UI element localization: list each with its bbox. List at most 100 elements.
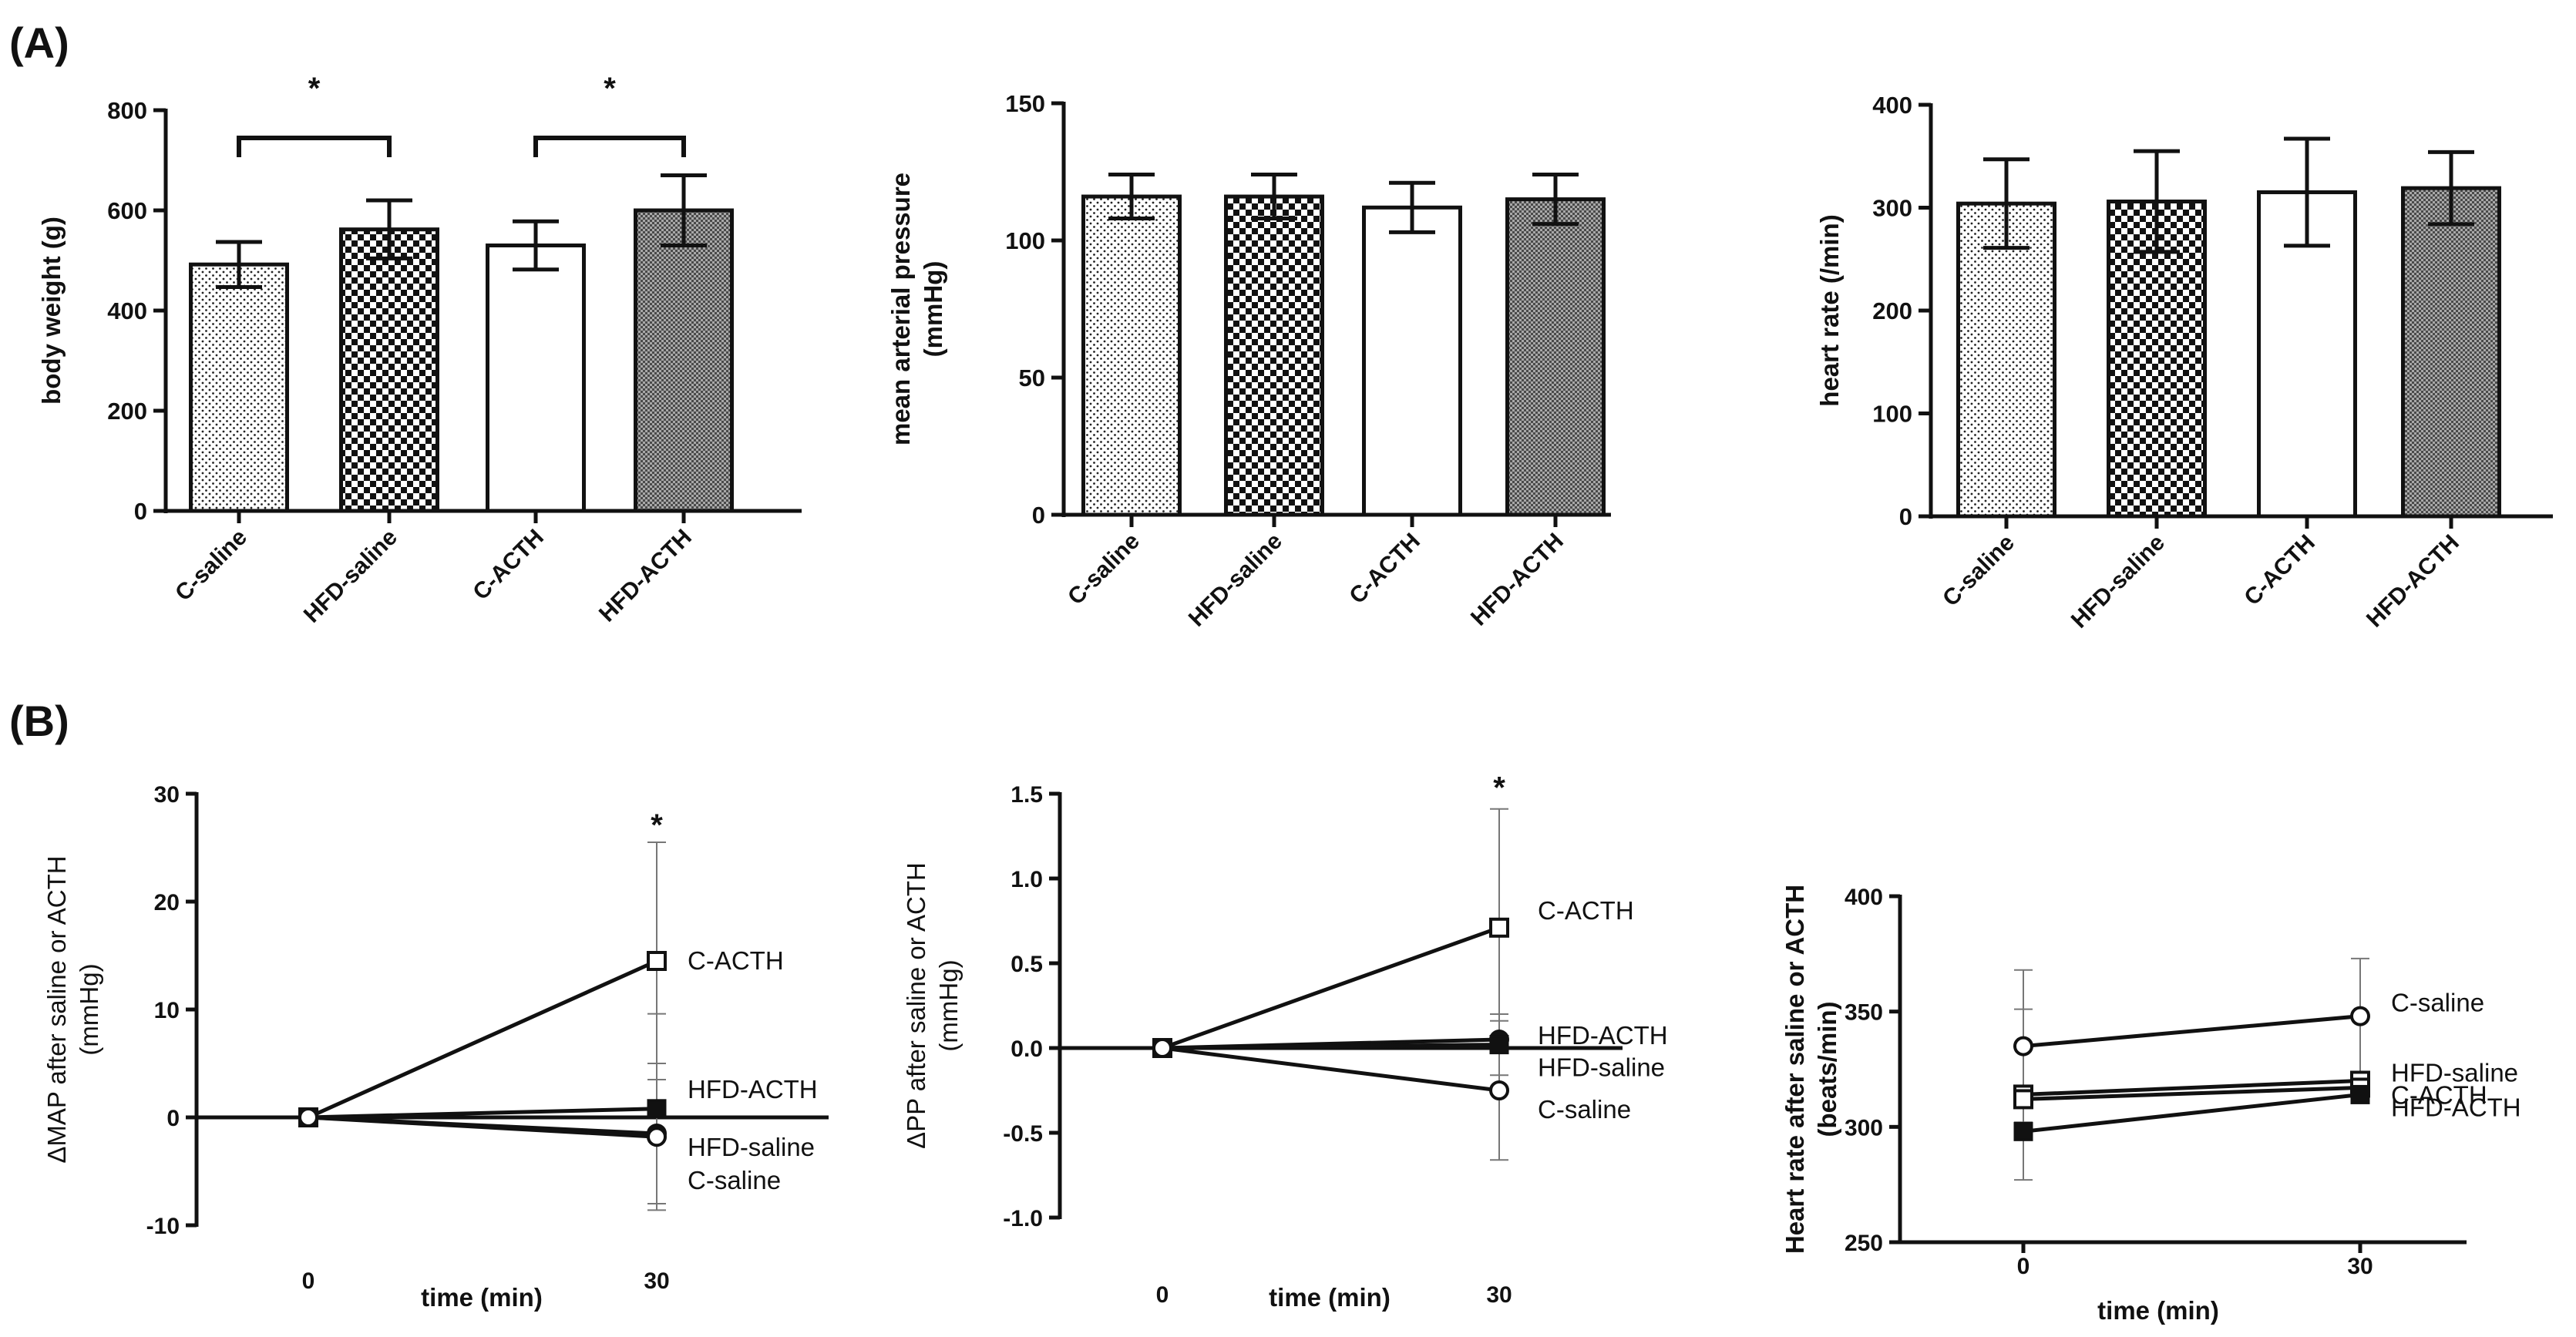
bar-c-acth: [1362, 205, 1462, 517]
category-label-c-acth: C-ACTH: [468, 525, 549, 606]
series-line-c-acth: [1162, 925, 1500, 1050]
y-tick-label: 1.5: [1011, 782, 1043, 808]
category-label-c-acth: C-ACTH: [2239, 530, 2320, 611]
series-label-hfd-acth: HFD-ACTH: [1538, 1021, 1668, 1050]
bar-hfd-acth: [634, 208, 734, 513]
series-line-hfd-acth: [308, 1107, 657, 1120]
y-tick-label: 400: [1845, 885, 1883, 910]
y-tick-label: 50: [1019, 364, 1045, 391]
bar-hfd-saline: [339, 227, 439, 513]
series-label-c-acth: C-ACTH: [1538, 896, 1634, 925]
series-label-hfd-saline: HFD-saline: [1538, 1053, 1665, 1082]
y-axis-label: (mmHg): [934, 959, 963, 1051]
body-weight-chart: 0 200 400 600 800 body weight (g) C-saline HFD-…: [37, 72, 802, 628]
marker-c-saline: [647, 1127, 667, 1147]
y-axis-label: ΔMAP after saline or ACTH: [42, 855, 71, 1163]
category-label-hfd-saline: HFD-saline: [1184, 529, 1287, 632]
marker-c-saline: [2350, 1006, 2370, 1026]
y-tick-label: 600: [107, 197, 147, 224]
y-axis-label: (beats/min): [1813, 1001, 1841, 1137]
y-axis-label: Heart rate after saline or ACTH: [1781, 885, 1809, 1254]
heart-rate-time-chart: 250 300 350 400 0 30 time (min) Heart rate afte…: [1781, 885, 2521, 1325]
y-tick-label: 200: [1872, 297, 1912, 324]
x-tick-label: 30: [2347, 1254, 2373, 1279]
y-tick-label: 100: [1872, 401, 1912, 428]
y-tick-label: 0: [1032, 502, 1045, 529]
y-tick-label: 30: [154, 782, 180, 808]
y-tick-label: 0.0: [1011, 1036, 1043, 1062]
marker-c-saline: [2013, 1036, 2033, 1056]
series-line-c-acth: [307, 959, 658, 1120]
significance-star: *: [1493, 771, 1505, 805]
marker-c-saline: [1152, 1038, 1172, 1058]
y-tick-label: 800: [107, 97, 147, 124]
y-tick-label: 1.0: [1011, 867, 1043, 892]
delta-pp-chart: -1.0 -0.5 0.0 0.5 1.0 1.5 0 30 time (min) ΔPP aft…: [902, 771, 1668, 1312]
marker-hfd-acth: [647, 1099, 667, 1119]
series-line-c-saline: [308, 1115, 657, 1139]
delta-map-chart: -10 0 10 20 30 0 30 time (min) ΔMAP after saline…: [42, 782, 829, 1312]
panel-a-label: (A): [9, 18, 69, 67]
series-label-hfd-acth: HFD-ACTH: [2391, 1093, 2521, 1121]
series-line-c-acth: [2023, 1085, 2361, 1101]
marker-hfd-acth: [2013, 1121, 2033, 1141]
panel-b-label: (B): [9, 697, 69, 745]
series-label-hfd-acth: HFD-ACTH: [688, 1075, 818, 1104]
mean-arterial-pressure-chart: 0 50 100 150 mean arterial pressure (mmHg) C-s…: [886, 90, 1611, 632]
y-axis-label: (mmHg): [919, 261, 947, 358]
y-axis-label: (mmHg): [75, 963, 103, 1055]
category-label-hfd-acth: HFD-ACTH: [1466, 529, 1569, 631]
series-line-c-saline: [1162, 1046, 1500, 1093]
bar-c-saline: [1081, 194, 1182, 517]
series-line-hfd-saline: [2023, 1078, 2361, 1097]
significance-bracket: [237, 136, 392, 157]
y-tick-label: -0.5: [1003, 1121, 1043, 1147]
series-label-hfd-saline: HFD-saline: [2391, 1058, 2518, 1087]
x-tick-label: 30: [1486, 1282, 1512, 1308]
y-tick-label: 400: [1872, 92, 1912, 119]
category-label-c-saline: C-saline: [170, 525, 252, 606]
x-tick-label: 0: [1156, 1282, 1169, 1308]
significance-bracket: [533, 136, 686, 157]
y-tick-label: 0: [134, 498, 147, 525]
series-label-c-acth: C-ACTH: [2391, 1080, 2487, 1109]
series-label-c-saline: C-saline: [688, 1166, 781, 1194]
category-label-c-acth: C-ACTH: [1344, 529, 1425, 610]
marker-hfd-saline: [1489, 1035, 1509, 1055]
y-tick-label: 0.5: [1011, 952, 1043, 977]
y-tick-label: 100: [1005, 227, 1045, 254]
series-label-c-acth: C-ACTH: [688, 946, 784, 975]
x-axis-label: time (min): [421, 1283, 543, 1312]
y-tick-label: 250: [1845, 1231, 1883, 1256]
y-tick-label: 0: [1899, 503, 1912, 530]
y-tick-label: 150: [1005, 90, 1045, 117]
y-tick-label: 300: [1872, 195, 1912, 222]
bar-c-acth: [486, 244, 586, 513]
y-axis-label: heart rate (/min): [1815, 214, 1844, 406]
x-tick-label: 30: [644, 1268, 669, 1294]
significance-star: *: [308, 72, 321, 106]
significance-star: *: [651, 808, 663, 842]
y-tick-label: 200: [107, 398, 147, 425]
series-line-c-saline: [2023, 1014, 2361, 1049]
bar-hfd-saline: [1224, 194, 1324, 517]
marker-c-acth: [1489, 917, 1509, 938]
category-label-hfd-saline: HFD-saline: [299, 525, 402, 628]
marker-c-saline: [298, 1107, 318, 1127]
category-label-c-saline: C-saline: [1938, 530, 2019, 612]
bar-c-saline: [189, 262, 289, 513]
y-tick-label: -1.0: [1003, 1206, 1043, 1231]
y-tick-label: -10: [146, 1214, 180, 1239]
y-tick-label: 350: [1845, 1000, 1883, 1026]
y-tick-label: 20: [154, 890, 180, 915]
x-axis-label: time (min): [2097, 1296, 2219, 1325]
series-line-hfd-saline: [1162, 1043, 1500, 1050]
series-label-hfd-saline: HFD-saline: [688, 1133, 815, 1161]
y-tick-label: 400: [107, 297, 147, 324]
heart-rate-chart: 0 100 200 300 400 heart rate (/min) C-saline HF…: [1815, 92, 2553, 633]
y-tick-label: 10: [154, 998, 180, 1023]
y-tick-label: 0: [166, 1106, 180, 1131]
series-label-c-saline: C-saline: [2391, 989, 2484, 1017]
category-label-c-saline: C-saline: [1063, 529, 1145, 610]
